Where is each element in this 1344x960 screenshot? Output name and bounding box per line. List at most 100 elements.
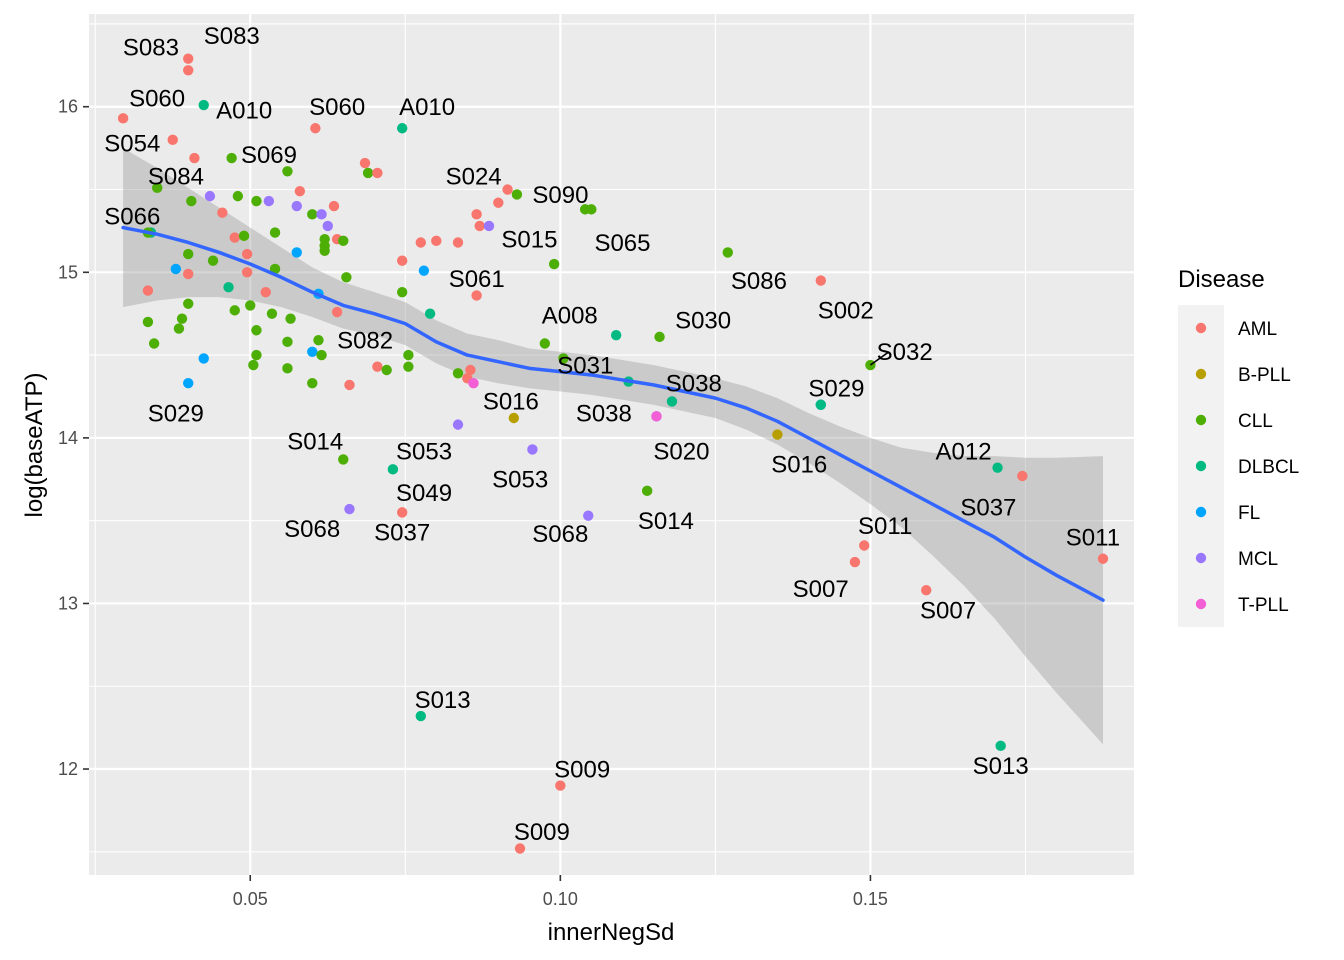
data-point-b-pll xyxy=(772,429,783,440)
point-label-s037: S037 xyxy=(960,495,1016,522)
point-label-s016: S016 xyxy=(771,452,827,479)
data-point-cll xyxy=(176,313,188,324)
point-label-s083: S083 xyxy=(204,23,260,50)
data-point-aml xyxy=(372,361,383,372)
point-label-a012: A012 xyxy=(936,438,992,465)
data-point-mcl xyxy=(316,209,327,220)
smooth-trend-line xyxy=(121,225,1105,602)
point-label-s053: S053 xyxy=(396,438,452,465)
data-point-cll xyxy=(558,353,569,364)
point-label-s086: S086 xyxy=(731,268,787,295)
grid-major xyxy=(89,14,1134,875)
point-label-s030: S030 xyxy=(675,308,731,335)
point-label-s038: S038 xyxy=(666,371,722,398)
point-label-s009: S009 xyxy=(554,756,610,783)
point-label-s011: S011 xyxy=(1066,525,1120,552)
data-point-aml xyxy=(183,268,194,280)
data-point-cll xyxy=(183,298,194,309)
data-point-cll xyxy=(173,323,185,334)
data-point-cll xyxy=(282,166,293,177)
smooth-line-layer xyxy=(121,225,1105,602)
point-label-s007: S007 xyxy=(920,597,976,624)
data-point-cll xyxy=(248,359,259,371)
data-point-t-pll xyxy=(468,378,479,389)
data-point-cll xyxy=(307,378,318,389)
confidence-ribbon-layer xyxy=(123,148,1103,745)
data-point-aml xyxy=(183,53,194,64)
legend-key-dlbcl xyxy=(1195,460,1207,472)
data-point-aml xyxy=(396,507,408,518)
data-point-cll xyxy=(586,204,597,215)
data-point-aml xyxy=(396,255,408,266)
data-point-cll xyxy=(251,195,262,207)
data-point-cll xyxy=(338,235,349,247)
data-point-mcl xyxy=(527,444,538,455)
data-point-fl xyxy=(183,378,194,389)
data-point-aml xyxy=(452,237,464,248)
point-label-s083: S083 xyxy=(123,34,179,61)
legend-key-cll xyxy=(1195,414,1207,426)
point-labels-layer: S083 S083 S060 A010 S060 A010 S054 S069 S084 S024… xyxy=(104,23,1120,846)
point-label-s029: S029 xyxy=(148,400,204,427)
data-point-fl xyxy=(170,263,182,275)
data-point-aml xyxy=(502,184,513,195)
data-point-cll xyxy=(338,454,349,465)
data-point-cll xyxy=(381,364,392,376)
legend-title: Disease xyxy=(1178,266,1265,293)
y-tick-label: 15 xyxy=(58,262,78,282)
data-point-cll xyxy=(548,258,560,270)
data-point-aml xyxy=(921,585,932,596)
data-point-aml xyxy=(471,290,482,301)
data-point-dlbcl xyxy=(424,308,436,319)
data-point-cll xyxy=(269,227,281,238)
data-point-cll xyxy=(266,308,278,319)
data-point-fl xyxy=(291,247,302,258)
x-axis-title: innerNegSd xyxy=(548,919,675,946)
point-label-s038: S038 xyxy=(576,400,632,427)
data-point-cll xyxy=(313,334,324,346)
point-label-s049: S049 xyxy=(396,480,452,507)
data-point-cll xyxy=(251,325,262,336)
data-point-dlbcl xyxy=(610,330,622,341)
data-point-aml xyxy=(849,556,861,568)
point-label-s011: S011 xyxy=(858,513,912,540)
data-point-aml xyxy=(241,267,253,278)
point-label-s007: S007 xyxy=(793,576,849,603)
confidence-ribbon xyxy=(123,148,1103,745)
data-point-aml xyxy=(372,167,383,179)
data-point-t-pll xyxy=(651,411,662,422)
legend-label-mcl: MCL xyxy=(1238,549,1278,570)
legend-label-b-pll: B-PLL xyxy=(1238,365,1291,386)
data-point-aml xyxy=(260,286,271,298)
point-label-s054: S054 xyxy=(104,130,160,157)
data-point-b-pll xyxy=(508,412,520,424)
point-label-s013: S013 xyxy=(415,687,471,714)
y-axis: 12 13 14 15 16 xyxy=(58,97,89,779)
point-label-s066: S066 xyxy=(104,203,160,230)
data-point-dlbcl xyxy=(198,99,209,111)
data-point-cll xyxy=(282,336,293,348)
legend: Disease AML B-PLL CLL DLBCL FL MCL T-PLL xyxy=(1178,266,1299,627)
data-point-aml xyxy=(474,220,485,232)
point-label-s084: S084 xyxy=(148,164,204,191)
point-label-a010: A010 xyxy=(399,94,455,121)
data-point-aml xyxy=(344,379,355,391)
data-point-aml xyxy=(471,209,482,220)
point-label-s014: S014 xyxy=(638,508,694,535)
data-point-cll xyxy=(316,349,327,361)
data-point-cll xyxy=(251,349,262,361)
data-point-aml xyxy=(331,306,343,318)
data-point-cll xyxy=(341,272,352,283)
data-point-aml xyxy=(310,123,321,134)
data-point-cll xyxy=(403,349,414,361)
legend-key-t-pll xyxy=(1195,598,1207,610)
data-point-dlbcl xyxy=(992,462,1003,473)
data-point-fl xyxy=(198,353,209,364)
legend-label-aml: AML xyxy=(1238,319,1277,340)
data-point-aml xyxy=(555,780,566,791)
point-label-s060: S060 xyxy=(309,94,365,121)
point-label-s029: S029 xyxy=(808,375,864,402)
point-label-s031: S031 xyxy=(557,352,613,379)
point-label-s009: S009 xyxy=(514,819,570,846)
label-connector xyxy=(869,351,890,366)
